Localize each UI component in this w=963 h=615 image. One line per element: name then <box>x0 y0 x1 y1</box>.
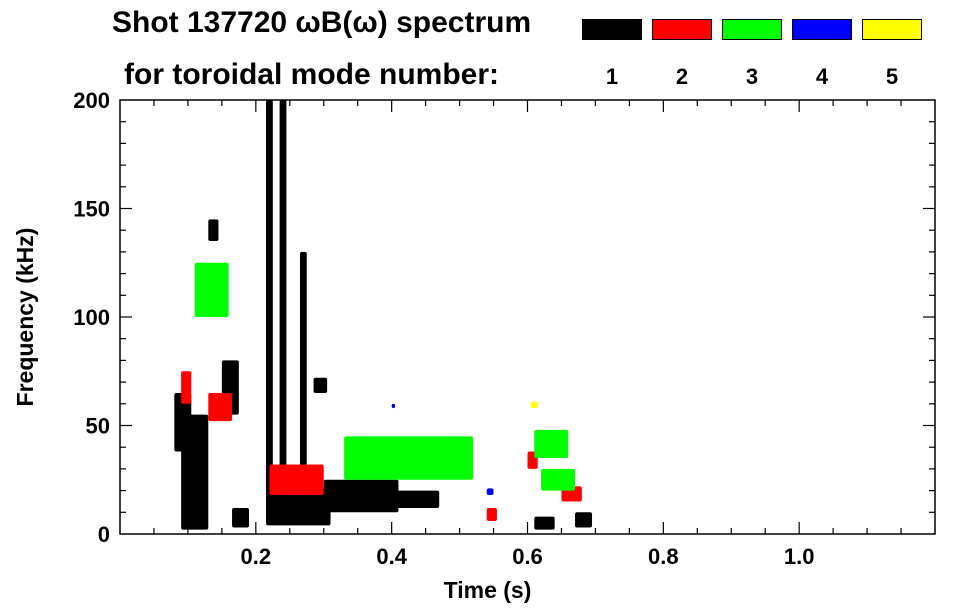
plot-frame <box>119 99 936 535</box>
legend-label-mode-1: 1 <box>605 64 619 89</box>
mode-1-region-4 <box>323 479 399 513</box>
mode-3-region-1 <box>534 429 569 459</box>
legend-label-mode-3: 3 <box>745 64 759 89</box>
mode-3-region-2 <box>541 468 576 491</box>
axis-ticks <box>120 100 935 534</box>
mode-1-region-11 <box>313 377 328 393</box>
legend-label-mode-4: 4 <box>815 64 829 89</box>
mode-2-region-0 <box>181 371 192 404</box>
mode-4-region-0 <box>486 488 494 495</box>
mode-1-region-7 <box>575 512 593 528</box>
legend-swatch-mode-3 <box>722 19 782 40</box>
legend-swatch-mode-5 <box>862 19 922 40</box>
mode-1-region-2 <box>232 507 250 528</box>
y-tick-label-3: 150 <box>73 197 110 222</box>
mode-1-region-1 <box>181 414 209 530</box>
x-tick-label-1: 0.4 <box>376 544 407 569</box>
x-axis-title: Time (s) <box>444 577 532 603</box>
mode-1-region-10 <box>299 251 307 491</box>
mode-1-region-12 <box>208 219 219 242</box>
x-tick-label-3: 0.8 <box>648 544 679 569</box>
y-tick-label-1: 50 <box>86 414 110 439</box>
legend-swatch-mode-2 <box>652 19 712 40</box>
mode-2-region-4 <box>486 507 497 521</box>
mode-1-region-9 <box>279 100 287 491</box>
legend-label-mode-5: 5 <box>885 64 899 89</box>
x-tick-label-2: 0.6 <box>512 544 543 569</box>
x-tick-label-0: 0.2 <box>241 544 272 569</box>
chart-title-line2: for toroidal mode number: <box>124 58 499 91</box>
mode-1-region-3 <box>266 486 331 526</box>
mode-5-region-0 <box>530 401 538 409</box>
legend-swatch-mode-4 <box>792 19 852 40</box>
y-tick-label-2: 100 <box>73 305 110 330</box>
mode-2-region-1 <box>208 392 233 422</box>
y-tick-label-4: 200 <box>73 88 110 113</box>
mode-3-region-3 <box>194 262 229 317</box>
mode-1-region-8 <box>266 100 273 491</box>
mode-1-region-5 <box>391 490 440 508</box>
legend-label-mode-2: 2 <box>675 64 689 89</box>
spectrum-marks <box>174 100 593 530</box>
y-tick-label-0: 0 <box>98 522 110 547</box>
mode-4-region-1 <box>391 403 396 409</box>
chart-title-line1: Shot 137720 ωB(ω) spectrum <box>112 6 532 39</box>
legend-swatch-mode-1 <box>582 19 642 40</box>
mode-1-region-6 <box>534 516 555 530</box>
y-axis-title: Frequency (kHz) <box>12 228 38 407</box>
x-tick-label-4: 1.0 <box>784 544 815 569</box>
tick-labels: 0.2 0.4 0.6 0.8 1.0 0 50 100 150 200 <box>73 88 814 569</box>
mode-2-region-2 <box>269 464 324 495</box>
mode-3-region-0 <box>344 436 474 480</box>
